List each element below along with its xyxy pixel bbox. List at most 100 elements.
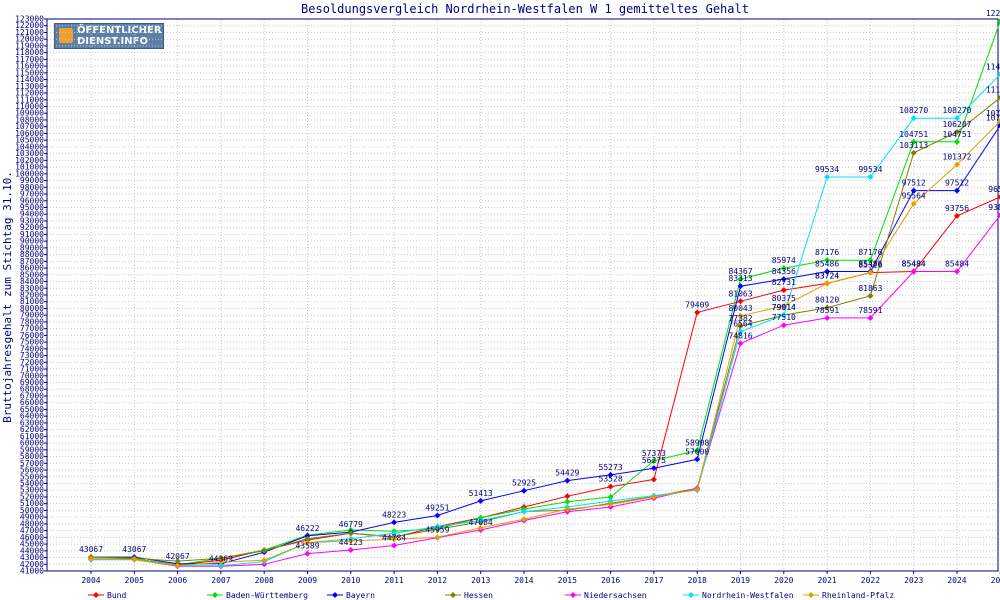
legend-swatch-marker <box>93 592 99 598</box>
y-tick-label: 64000 <box>20 412 44 421</box>
data-point <box>217 559 224 566</box>
data-label: 47084 <box>469 518 493 527</box>
data-label: 49251 <box>425 503 449 512</box>
data-point <box>477 497 484 504</box>
y-tick-label: 69000 <box>20 378 44 387</box>
y-tick-label: 105000 <box>15 136 44 145</box>
data-point <box>217 555 224 562</box>
data-point <box>607 497 614 504</box>
y-tick-label: 100000 <box>15 169 44 178</box>
data-label: 114780 <box>986 62 1000 71</box>
logo-line-2: DIENST.INFO <box>77 36 148 47</box>
data-point <box>910 268 917 275</box>
data-point <box>997 18 1000 24</box>
y-tick-label: 117000 <box>15 55 44 64</box>
data-point <box>997 122 1000 128</box>
data-label: 93756 <box>945 204 969 213</box>
data-point <box>997 212 1000 218</box>
data-point <box>650 465 657 472</box>
y-tick-label: 106000 <box>15 129 44 138</box>
y-tick-label: 41000 <box>20 567 44 576</box>
data-label: 77510 <box>772 313 796 322</box>
data-point <box>521 516 527 523</box>
x-tick-label: 2017 <box>644 576 663 585</box>
data-point <box>304 539 311 546</box>
x-tick-label: 2022 <box>861 576 880 585</box>
data-label: 78591 <box>815 306 839 315</box>
data-point <box>954 187 960 194</box>
data-label: 103113 <box>899 141 928 150</box>
data-point <box>997 71 1000 78</box>
data-label: 43589 <box>295 542 319 551</box>
data-point <box>217 562 224 569</box>
data-label: 104751 <box>943 130 972 139</box>
y-tick-label: 94000 <box>20 210 44 219</box>
y-tick-label: 80000 <box>20 304 44 313</box>
y-tick-label: 102000 <box>15 156 44 165</box>
y-tick-label: 116000 <box>15 62 44 71</box>
data-label: 54429 <box>555 469 579 478</box>
legend-label: Baden-Württemberg <box>226 591 308 600</box>
data-point <box>910 115 917 122</box>
data-label: 99534 <box>815 165 839 174</box>
data-label: 56275 <box>642 456 666 465</box>
data-label: 106207 <box>943 120 972 129</box>
data-point <box>824 173 831 180</box>
data-label: 96569 <box>988 185 1000 194</box>
legend-label: Niedersachsen <box>584 591 647 600</box>
data-label: 84356 <box>772 267 796 276</box>
x-tick-label: 2016 <box>601 576 620 585</box>
axes <box>44 18 1000 574</box>
legend-swatch-marker <box>688 592 694 598</box>
logo: ÖFFENTLICHER DIENST.INFO <box>54 23 164 49</box>
data-point <box>607 493 614 500</box>
y-tick-label: 92000 <box>20 223 44 232</box>
data-point <box>954 212 960 219</box>
x-tick-label: 2021 <box>817 576 836 585</box>
y-tick-label: 114000 <box>15 75 44 84</box>
data-point <box>477 524 484 531</box>
y-tick-label: 62000 <box>20 425 44 434</box>
data-point <box>954 268 960 275</box>
y-tick-label: 82000 <box>20 291 44 300</box>
y-tick-label: 86000 <box>20 264 44 273</box>
legend-label: Hessen <box>464 591 493 600</box>
y-tick-label: 42000 <box>20 560 44 569</box>
data-label: 80043 <box>728 304 752 313</box>
data-label: 43067 <box>122 545 146 554</box>
data-point <box>174 558 181 565</box>
y-tick-label: 90000 <box>20 237 44 246</box>
y-tick-label: 91000 <box>20 230 44 239</box>
y-tick-label: 109000 <box>15 109 44 118</box>
data-point <box>954 138 960 145</box>
x-tick-label: 2020 <box>774 576 793 585</box>
legend-label: Rheinland-Pfalz <box>822 591 894 600</box>
data-label: 107823 <box>986 109 1000 118</box>
data-label: 97512 <box>902 179 926 188</box>
y-tick-label: 77000 <box>20 324 44 333</box>
data-point <box>347 530 354 537</box>
data-point <box>304 535 311 542</box>
data-label: 57373 <box>642 449 666 458</box>
data-point <box>434 512 441 519</box>
data-label: 85326 <box>858 261 882 270</box>
data-point <box>780 322 787 329</box>
data-point <box>737 340 744 347</box>
data-point <box>391 542 398 549</box>
y-tick-label: 120000 <box>15 35 44 44</box>
data-label: 79409 <box>685 300 709 309</box>
data-point <box>954 161 960 168</box>
data-label: 85484 <box>902 260 926 269</box>
y-tick-label: 119000 <box>15 41 44 50</box>
plot-frame <box>46 18 999 572</box>
series-line <box>91 73 1000 567</box>
data-point <box>521 487 527 494</box>
legend-swatch-marker <box>570 592 576 598</box>
data-label: 55273 <box>599 463 623 472</box>
data-point <box>867 314 874 321</box>
legend-swatch-marker <box>212 592 218 598</box>
legend-swatch-marker <box>450 592 456 598</box>
data-label: 87176 <box>815 248 839 257</box>
y-tick-label: 56000 <box>20 466 44 475</box>
data-point <box>954 115 960 122</box>
